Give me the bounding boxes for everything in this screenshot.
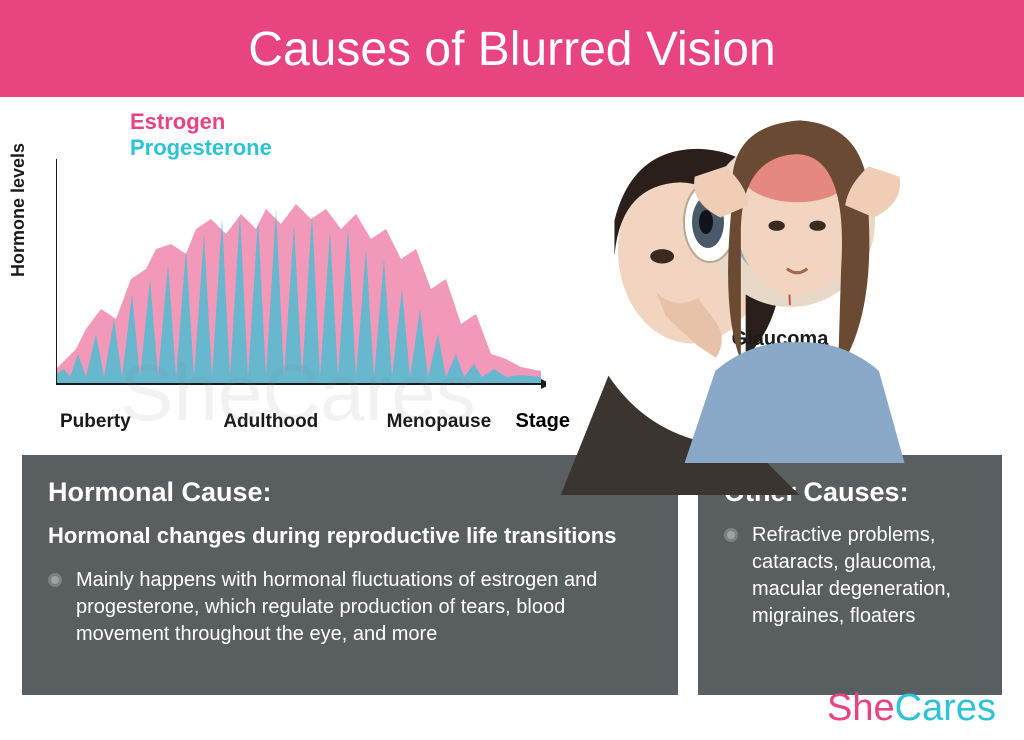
hero-section: Estrogen Progesterone Hormone levels Pub…: [0, 97, 1024, 455]
bullet-dot-icon: [48, 573, 62, 587]
shecares-logo: SheCares: [827, 687, 996, 730]
chart-legend: Estrogen Progesterone: [130, 109, 272, 161]
bullet-text: Refractive problems, cataracts, glaucoma…: [752, 522, 976, 630]
infographic-container: Causes of Blurred Vision Estrogen Proges…: [0, 0, 1024, 740]
logo-she: She: [827, 687, 895, 729]
bullet-text: Mainly happens with hormonal fluctuation…: [76, 567, 652, 648]
bullet-item: Refractive problems, cataracts, glaucoma…: [724, 522, 976, 630]
x-tick-adulthood: Adulthood: [223, 411, 386, 433]
legend-estrogen: Estrogen: [130, 109, 272, 135]
title-bar: Causes of Blurred Vision: [0, 0, 1024, 97]
bullet-item: Mainly happens with hormonal fluctuation…: [48, 567, 652, 648]
illustrations: PRESSURE Glaucoma: [560, 97, 1024, 455]
y-axis-label: Hormone levels: [8, 143, 29, 277]
woman-headache-image: [560, 105, 1024, 463]
logo-cares: Cares: [895, 687, 996, 729]
card-lead: Hormonal changes during reproductive lif…: [48, 522, 652, 551]
legend-progesterone: Progesterone: [130, 135, 272, 161]
bullet-dot-icon: [724, 528, 738, 542]
x-tick-puberty: Puberty: [60, 411, 223, 433]
